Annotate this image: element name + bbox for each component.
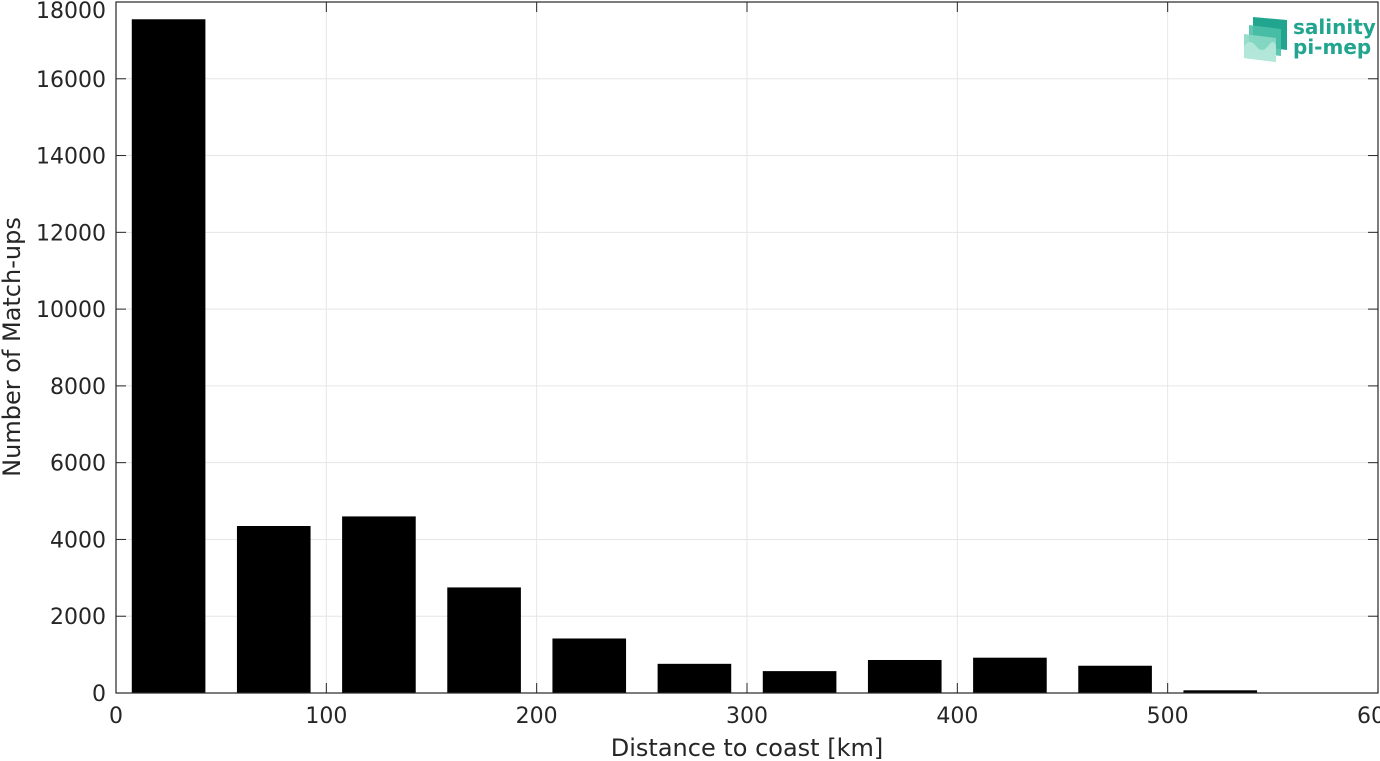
- x-tick-label: 200: [516, 704, 558, 729]
- bar: [342, 516, 416, 693]
- y-tick-label: 14000: [36, 145, 106, 170]
- bar: [762, 671, 837, 693]
- y-tick-label: 8000: [50, 375, 106, 400]
- bars: [131, 19, 1258, 693]
- y-tick-label: 4000: [50, 528, 106, 553]
- x-axis-ticks: 0 100 200 300 400 500 600: [109, 2, 1380, 729]
- logo-text-line2: pi-mep: [1293, 35, 1371, 59]
- logo-text-line1: salinity: [1293, 15, 1376, 39]
- x-tick-label: 400: [936, 704, 978, 729]
- bar: [447, 587, 521, 693]
- y-tick-label: 12000: [36, 221, 106, 246]
- salinity-pimep-logo: salinity pi-mep: [1244, 15, 1376, 62]
- bar: [236, 526, 311, 693]
- y-axis-label: Number of Match-ups: [0, 217, 26, 477]
- y-tick-label: 16000: [36, 68, 106, 93]
- bar: [867, 659, 942, 693]
- x-tick-label: 500: [1147, 704, 1189, 729]
- x-axis-label: Distance to coast [km]: [611, 734, 883, 761]
- bar: [131, 19, 206, 693]
- y-tick-label: 2000: [50, 605, 106, 630]
- y-tick-label: 10000: [36, 298, 106, 323]
- bar: [973, 657, 1047, 693]
- bar: [1183, 690, 1258, 693]
- bar: [552, 638, 627, 693]
- x-tick-label: 0: [109, 704, 123, 729]
- x-tick-label: 600: [1357, 704, 1380, 729]
- y-tick-label: 6000: [50, 452, 106, 477]
- x-tick-label: 100: [305, 704, 347, 729]
- logo-icon: [1244, 17, 1287, 62]
- bar: [657, 663, 732, 693]
- bar: [1078, 665, 1152, 693]
- y-tick-label: 18000: [36, 0, 106, 24]
- y-tick-label: 0: [92, 682, 106, 707]
- x-tick-label: 300: [726, 704, 768, 729]
- y-axis-ticks: 0 2000 4000 6000 8000 10000 12000 14000 16000 180…: [36, 0, 1378, 707]
